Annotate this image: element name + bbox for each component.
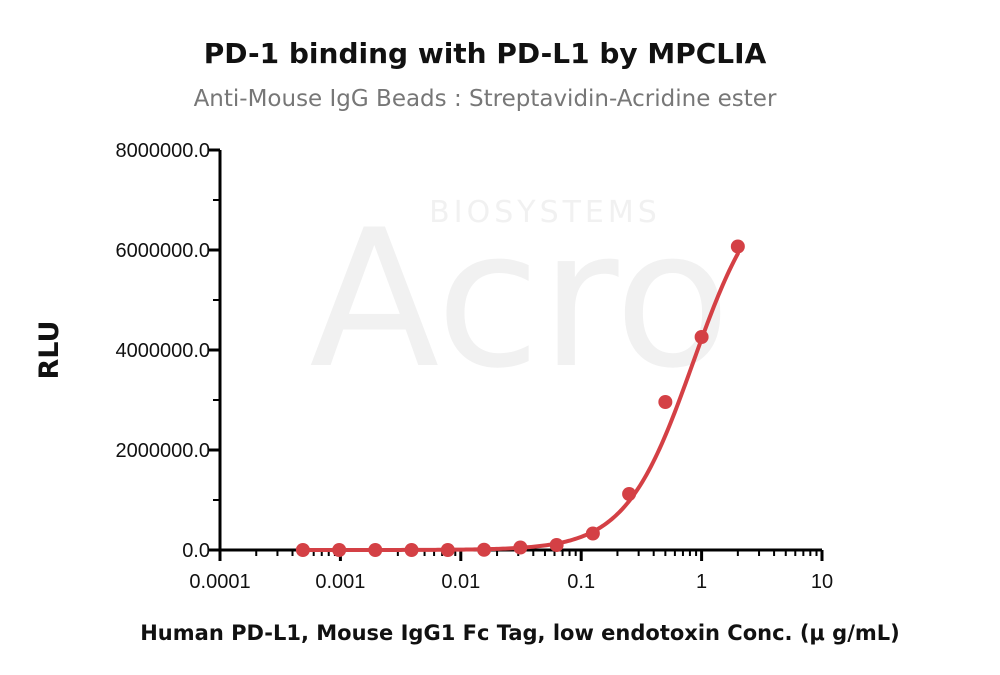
x-tick-label: 10: [811, 571, 833, 593]
data-points: [295, 239, 745, 557]
y-tick-label: 2000000.0: [115, 440, 210, 462]
chart-title: PD-1 binding with PD-L1 by MPCLIA: [204, 37, 767, 70]
data-point: [694, 330, 709, 344]
watermark: BIOSYSTEMS Acro: [309, 189, 730, 410]
data-point: [332, 543, 347, 557]
data-point: [549, 538, 564, 552]
data-point: [513, 540, 528, 555]
watermark-brand: Acro: [309, 189, 730, 410]
y-tick-label: 8000000.0: [115, 140, 210, 162]
y-tick-label: 6000000.0: [115, 240, 210, 262]
data-point: [622, 487, 637, 501]
data-point: [658, 395, 673, 409]
data-point: [585, 526, 600, 541]
data-point: [404, 543, 419, 557]
x-axis-label: Human PD-L1, Mouse IgG1 Fc Tag, low endo…: [140, 621, 900, 645]
y-tick-label: 4000000.0: [115, 340, 210, 362]
x-tick-label: 1: [696, 571, 707, 593]
watermark-tagline: BIOSYSTEMS: [429, 195, 661, 230]
data-point: [477, 542, 492, 557]
x-tick-label: 0.1: [567, 571, 595, 593]
y-tick-label: 0.0: [182, 540, 210, 562]
x-tick-label: 0.01: [441, 571, 480, 593]
data-point: [730, 239, 745, 254]
y-axis-label: RLU: [34, 321, 65, 380]
data-point: [368, 543, 383, 557]
chart-subtitle: Anti-Mouse IgG Beads : Streptavidin-Acri…: [194, 86, 777, 112]
data-point: [440, 543, 455, 557]
tick-labels: 0.0001 0.001 0.01 0.1 1 10 0.0 2000000.0 4000000…: [115, 140, 833, 593]
x-tick-label: 0.0001: [189, 571, 250, 593]
x-tick-label: 0.001: [315, 571, 365, 593]
data-point: [295, 543, 310, 557]
